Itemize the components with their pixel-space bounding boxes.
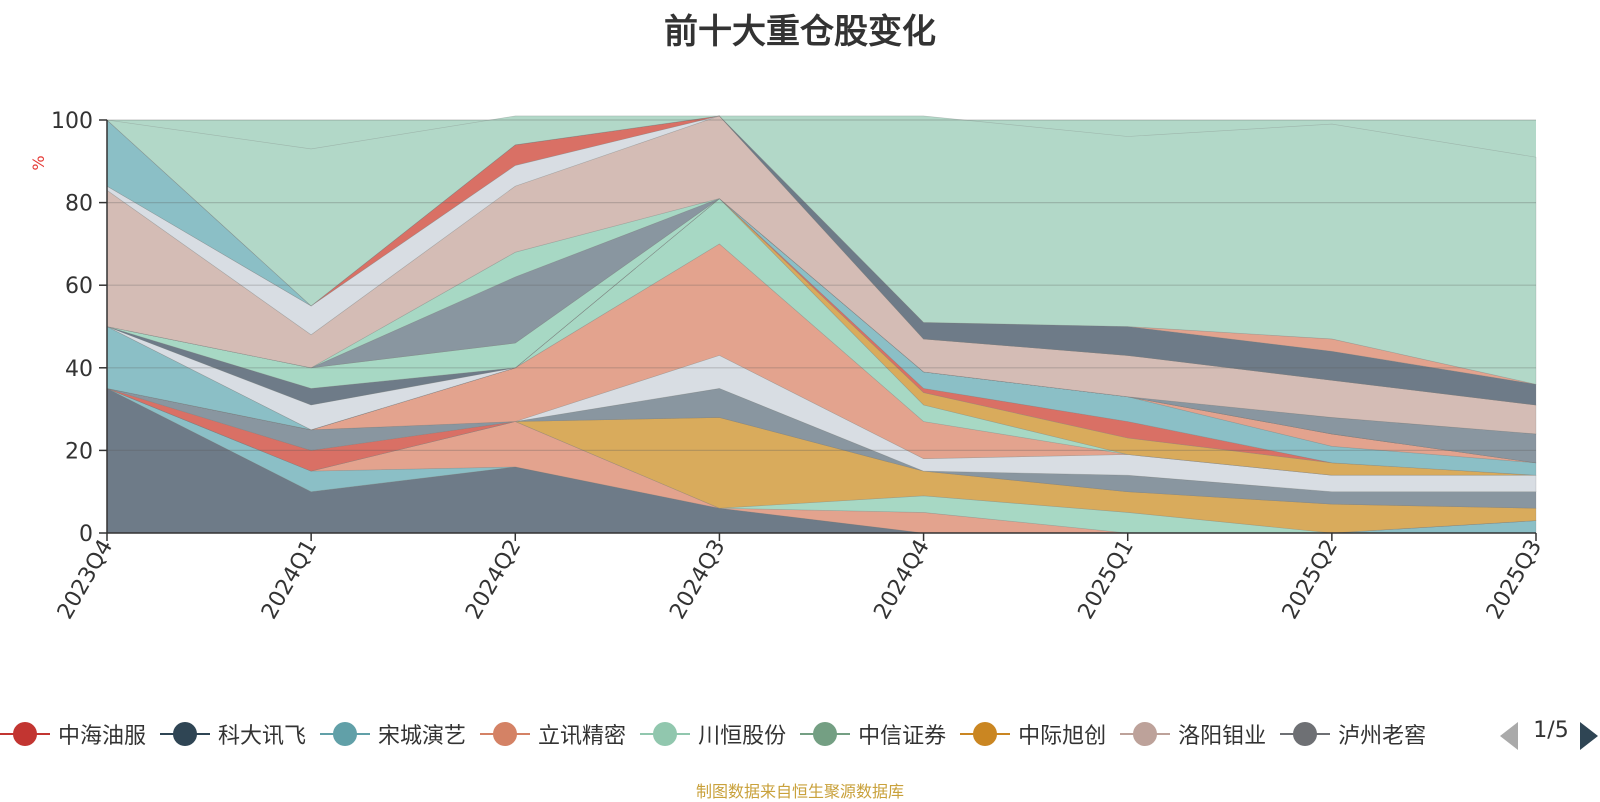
- legend-label: 泸州老窖: [1338, 724, 1427, 749]
- legend-item[interactable]: 泸州老窖: [1280, 716, 1426, 752]
- legend-prev-page-icon[interactable]: [1500, 722, 1518, 750]
- legend-label: 洛阳钼业: [1178, 724, 1267, 749]
- y-tick-label: 60: [65, 274, 93, 299]
- legend-item[interactable]: 中际旭创: [960, 716, 1106, 752]
- legend: 中海油服 科大讯飞 宋城演艺 立讯精密 川恒股份 中信证券 中际旭创 洛阳钼业 泸州老窖: [0, 716, 1485, 752]
- legend-item[interactable]: 科大讯飞: [160, 716, 306, 752]
- area-series-5: [106, 388, 1537, 534]
- y-tick-label: 80: [65, 192, 93, 217]
- y-tick-labels: 0 20 40 60 80 100: [51, 109, 93, 547]
- x-tick-label: 2024Q1: [257, 536, 322, 624]
- x-tick-labels: 2023Q4 2024Q1 2024Q2 2024Q3 2024Q4 2025Q1 2025…: [53, 536, 1547, 624]
- legend-item[interactable]: 宋城演艺: [320, 716, 466, 752]
- grid-lines: [107, 119, 1536, 451]
- legend-marker-icon: [640, 721, 691, 747]
- y-axis-label: %: [29, 155, 48, 170]
- legend-marker-icon: [160, 721, 211, 747]
- legend-pager: 1/5: [1498, 716, 1600, 752]
- area-series-8: [106, 355, 1537, 492]
- x-tick-label: 2025Q1: [1074, 536, 1139, 624]
- y-tick-label: 100: [51, 109, 93, 134]
- chart-title: 前十大重仓股变化: [664, 12, 936, 52]
- legend-item[interactable]: 中信证券: [800, 716, 946, 752]
- area-series-27: [106, 115, 1537, 385]
- legend-marker-icon: [960, 721, 1011, 747]
- y-tick-label: 40: [65, 357, 93, 382]
- legend-label: 科大讯飞: [218, 724, 307, 749]
- x-tick-label: 2024Q2: [461, 536, 526, 624]
- axes: [99, 119, 1537, 541]
- area-series: [106, 115, 1537, 534]
- y-tick-label: 0: [79, 522, 93, 547]
- legend-page-indicator: 1/5: [1533, 718, 1569, 743]
- x-tick-label: 2025Q3: [1482, 536, 1547, 624]
- area-series-7: [106, 388, 1537, 509]
- legend-item[interactable]: 川恒股份: [640, 716, 786, 752]
- x-tick-label: 2023Q4: [53, 536, 118, 624]
- legend-item[interactable]: 洛阳钼业: [1120, 716, 1266, 752]
- legend-label: 中海油服: [58, 724, 147, 749]
- legend-marker-icon: [1280, 721, 1331, 747]
- source-note: 制图数据来自恒生聚源数据库: [695, 782, 904, 801]
- legend-label: 宋城演艺: [378, 724, 467, 749]
- legend-marker-icon: [0, 721, 50, 747]
- x-tick-label: 2024Q4: [869, 536, 934, 624]
- y-tick-label: 20: [65, 439, 93, 464]
- legend-label: 中信证券: [858, 724, 947, 749]
- legend-label: 川恒股份: [698, 724, 787, 749]
- legend-marker-icon: [480, 721, 531, 747]
- legend-next-page-icon[interactable]: [1580, 722, 1598, 750]
- legend-marker-icon: [1120, 721, 1171, 747]
- x-tick-label: 2024Q3: [665, 536, 730, 624]
- legend-label: 中际旭创: [1018, 724, 1107, 749]
- legend-item[interactable]: 中海油服: [0, 716, 146, 752]
- legend-marker-icon: [320, 721, 371, 747]
- legend-item[interactable]: 立讯精密: [480, 716, 626, 752]
- legend-label: 立讯精密: [538, 724, 627, 749]
- x-tick-label: 2025Q2: [1278, 536, 1343, 624]
- legend-marker-icon: [800, 721, 851, 747]
